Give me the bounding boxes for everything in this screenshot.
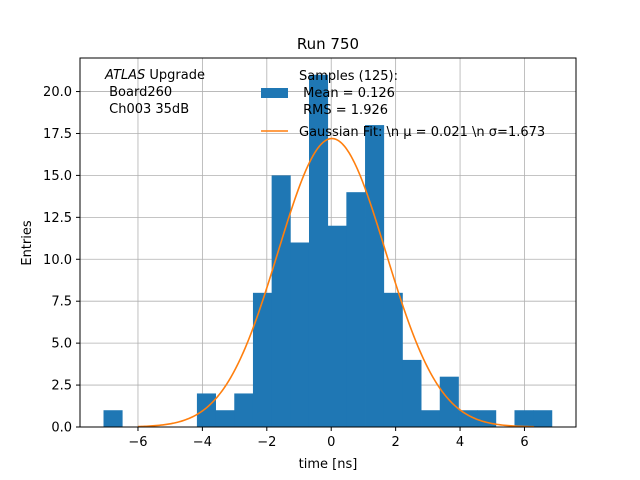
gaussian-fit bbox=[137, 137, 535, 428]
x-axis-label: time [ns] bbox=[299, 457, 358, 472]
y-tick-label: 12.5 bbox=[43, 211, 72, 226]
histogram-bar bbox=[421, 410, 441, 427]
histogram-bar bbox=[514, 410, 534, 427]
histogram-bars bbox=[103, 74, 553, 427]
histogram-bar bbox=[290, 242, 310, 427]
chart-title: Run 750 bbox=[297, 35, 359, 53]
histogram-bar bbox=[458, 410, 478, 427]
histogram-bar bbox=[402, 359, 422, 427]
legend-samples-line-3: RMS = 1.926 bbox=[299, 103, 388, 118]
histogram-bar bbox=[215, 410, 235, 427]
board-label: Board260 bbox=[105, 85, 172, 100]
y-tick-label: 7.5 bbox=[51, 295, 72, 310]
y-tick-label: 17.5 bbox=[43, 127, 72, 142]
x-tick-label: −2 bbox=[257, 435, 276, 450]
atlas-annotation: ATLAS Upgrade Board260 Ch003 35dB bbox=[104, 68, 205, 117]
svg-text:ATLAS Upgrade: ATLAS Upgrade bbox=[104, 68, 205, 83]
legend: Samples (125): Mean = 0.126 RMS = 1.926 … bbox=[261, 69, 545, 140]
upgrade-label: Upgrade bbox=[145, 68, 205, 83]
x-tick-label: 0 bbox=[327, 435, 335, 450]
x-tick-label: 4 bbox=[456, 435, 464, 450]
histogram-bar bbox=[196, 393, 216, 427]
y-tick-label: 15.0 bbox=[43, 169, 72, 184]
legend-fit-label: Gaussian Fit: \n μ = 0.021 \n σ=1.673 bbox=[299, 125, 545, 140]
x-tick-label: −4 bbox=[193, 435, 212, 450]
histogram-bar bbox=[271, 175, 291, 427]
histogram-bar bbox=[533, 410, 553, 427]
y-axis-label: Entries bbox=[20, 220, 35, 266]
y-tick-label: 10.0 bbox=[43, 253, 72, 268]
x-tick-label: −6 bbox=[128, 435, 147, 450]
plot-frame bbox=[79, 57, 577, 428]
legend-samples-swatch bbox=[261, 88, 288, 98]
y-tick-label: 5.0 bbox=[51, 337, 72, 352]
histogram-bar bbox=[383, 292, 403, 427]
fit-curve bbox=[137, 137, 535, 428]
x-tick-label: 6 bbox=[520, 435, 528, 450]
axis-ticks: −6 −4 −2 0 2 4 6 0.0 2.5 5.0 7.5 10.0 12.5 15.0 17.5 20… bbox=[43, 85, 529, 450]
y-tick-label: 0.0 bbox=[51, 421, 72, 436]
histogram-bar bbox=[365, 125, 385, 427]
histogram-bar bbox=[103, 410, 123, 427]
atlas-label: ATLAS bbox=[104, 68, 145, 83]
histogram-bar bbox=[234, 393, 254, 427]
histogram-bar bbox=[308, 74, 329, 427]
x-tick-label: 2 bbox=[391, 435, 399, 450]
histogram-bar bbox=[439, 376, 459, 427]
y-tick-label: 20.0 bbox=[43, 85, 72, 100]
channel-label: Ch003 35dB bbox=[105, 102, 189, 117]
y-tick-label: 2.5 bbox=[51, 379, 72, 394]
histogram-bar bbox=[327, 225, 347, 427]
histogram-bar bbox=[252, 292, 273, 427]
histogram-bar bbox=[346, 192, 366, 427]
legend-samples-line-1: Samples (125): bbox=[299, 69, 398, 84]
legend-samples-line-2: Mean = 0.126 bbox=[299, 86, 395, 101]
